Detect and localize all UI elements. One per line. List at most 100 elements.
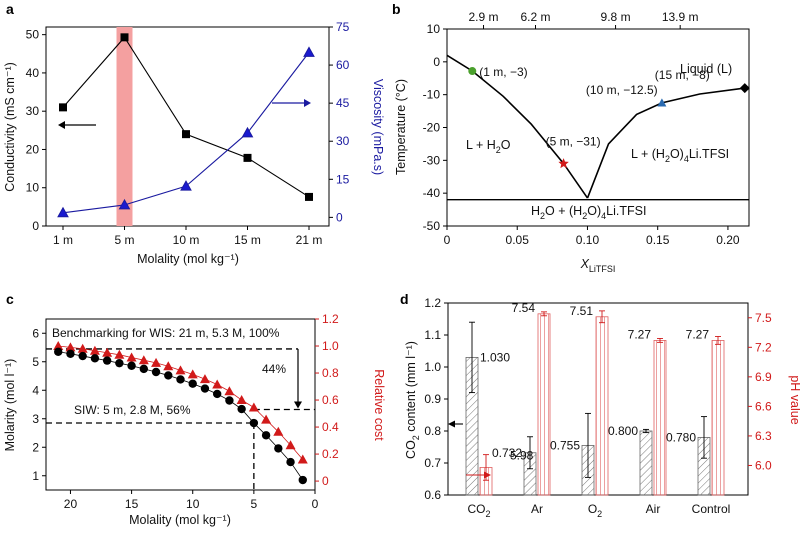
region-l-h2o: L + H2O <box>466 138 511 155</box>
molarity-point <box>78 351 87 361</box>
annotation-siw: SIW: 5 m, 2.8 M, 56% <box>74 403 191 417</box>
y-tick-label: 1.2 <box>424 296 441 310</box>
point-5m <box>558 158 569 169</box>
point-15m <box>739 83 750 94</box>
y-tick-label: -20 <box>423 121 441 135</box>
point-label: (5 m, −31) <box>546 135 601 149</box>
x-tick-label: Ar <box>531 502 543 516</box>
panel-a-xlabel: Molality (mol kg⁻¹) <box>137 252 239 266</box>
ph-value-bar <box>537 313 551 496</box>
y-tick-label: -30 <box>423 153 441 167</box>
molarity-point <box>286 457 295 467</box>
y2-tick-label: 6.9 <box>755 370 772 384</box>
relative-cost-point <box>89 345 100 355</box>
y-tick-label: 0 <box>32 219 39 233</box>
y-tick-label: 0 <box>433 55 440 69</box>
conductivity-point <box>120 33 129 42</box>
panel-label-b: b <box>392 1 401 17</box>
x-tick-label: Control <box>692 502 731 516</box>
relative-cost-point <box>224 386 235 396</box>
panel-d-y2label: pH value <box>788 375 800 424</box>
relative-cost-point <box>273 426 284 436</box>
molarity-point <box>151 367 161 377</box>
x-tick-label: 0 <box>444 233 451 247</box>
molarity-point <box>66 349 75 358</box>
x-tick-label: CO2 <box>467 502 490 519</box>
relative-cost-point <box>114 349 125 359</box>
molarity-point <box>249 418 259 428</box>
point-label: (15 m, −8) <box>655 68 710 82</box>
panel-c-y2label: Relative cost <box>372 369 386 441</box>
molarity-point <box>54 347 63 356</box>
y2-tick-label: 15 <box>336 172 350 186</box>
y-tick-label: 30 <box>26 104 40 118</box>
x-tick-label: 5 m <box>114 233 134 247</box>
x-tick-label: 0.15 <box>646 233 670 247</box>
x-tick-label: Air <box>646 502 661 516</box>
y-tick-label: 2 <box>32 440 39 454</box>
y2-tick-label: 0 <box>322 474 329 488</box>
panel-c-frame <box>45 318 316 491</box>
region-solid: H2O + (H2O)4Li.TFSI <box>531 204 646 221</box>
x-tick-label: 15 <box>125 497 139 511</box>
region-l-salt: L + (H2O)4Li.TFSI <box>631 147 729 164</box>
annotation-44pct: 44% <box>262 362 286 376</box>
x-tick-label: 21 m <box>296 233 323 247</box>
panel-label-c: c <box>6 291 14 307</box>
relative-cost-point <box>102 347 113 357</box>
y2-tick-label: 1.0 <box>322 339 339 353</box>
y-tick-label: -50 <box>423 219 441 233</box>
conductivity-point <box>243 153 252 162</box>
co2-value-label: 0.780 <box>666 430 696 444</box>
viscosity-point <box>303 46 315 57</box>
ph-value-label: 5.98 <box>510 448 534 462</box>
y2-tick-label: 6.0 <box>755 458 772 472</box>
co2-value-label: 0.755 <box>550 438 580 452</box>
x-tick-label: 1 m <box>53 233 73 247</box>
highlight-band <box>116 27 133 226</box>
y2-tick-label: 60 <box>336 58 350 72</box>
y2-tick-label: 0.8 <box>322 366 339 380</box>
relative-cost-point <box>151 357 162 367</box>
y2-tick-label: 0.2 <box>322 447 339 461</box>
y-tick-label: 1.0 <box>424 360 441 374</box>
y-tick-label: -40 <box>423 186 441 200</box>
panel-label-d: d <box>400 291 409 307</box>
y-tick-label: 0.9 <box>424 392 441 406</box>
panel-b-ylabel: Temperature (°C) <box>394 79 408 175</box>
ph-value-bar <box>653 340 667 496</box>
panel-a-chart: 0 10 20 30 40 50 0 15 30 45 60 75 1 m 5 m 10 m 15 m 21… <box>3 20 385 266</box>
ph-value-bar <box>595 316 609 496</box>
y2-tick-label: 6.6 <box>755 399 772 413</box>
relative-cost-point <box>65 342 76 352</box>
y-tick-label: 3 <box>32 412 39 426</box>
top-tick-label: 9.8 m <box>601 10 631 24</box>
conductivity-point <box>182 130 190 139</box>
region-liquid: Liquid (L) <box>680 62 732 76</box>
molarity-point <box>237 404 246 414</box>
viscosity-point <box>118 198 131 210</box>
y-tick-label: 0.8 <box>424 424 441 438</box>
y2-tick-label: 75 <box>336 20 350 34</box>
viscosity-point <box>57 206 69 218</box>
conductivity-point <box>305 192 313 201</box>
relative-cost-point <box>285 440 296 450</box>
ph-value-label: 7.27 <box>686 327 710 341</box>
ph-value-label: 7.54 <box>512 301 536 315</box>
y-tick-label: 10 <box>427 22 441 36</box>
y2-tick-label: 7.5 <box>755 311 772 325</box>
relative-cost-point <box>163 361 174 371</box>
top-tick-label: 13.9 m <box>662 10 699 24</box>
co2-value-label: 1.030 <box>480 350 510 364</box>
ph-value-label: 7.51 <box>570 304 594 318</box>
panel-d-chart: 0.6 0.7 0.8 0.9 1.0 1.1 1.2 6.0 6.3 6.6 6.9 7.2 7.5… <box>404 296 800 519</box>
x-tick-label: 15 m <box>234 233 261 247</box>
molarity-point <box>115 358 124 368</box>
x-tick-label: 5 <box>251 497 258 511</box>
y-tick-label: 1 <box>32 469 39 483</box>
y2-tick-label: 7.2 <box>755 340 772 354</box>
molarity-point <box>90 354 100 363</box>
molarity-point <box>261 431 271 440</box>
x-tick-label: 0 <box>312 497 319 511</box>
molarity-point <box>127 361 136 370</box>
